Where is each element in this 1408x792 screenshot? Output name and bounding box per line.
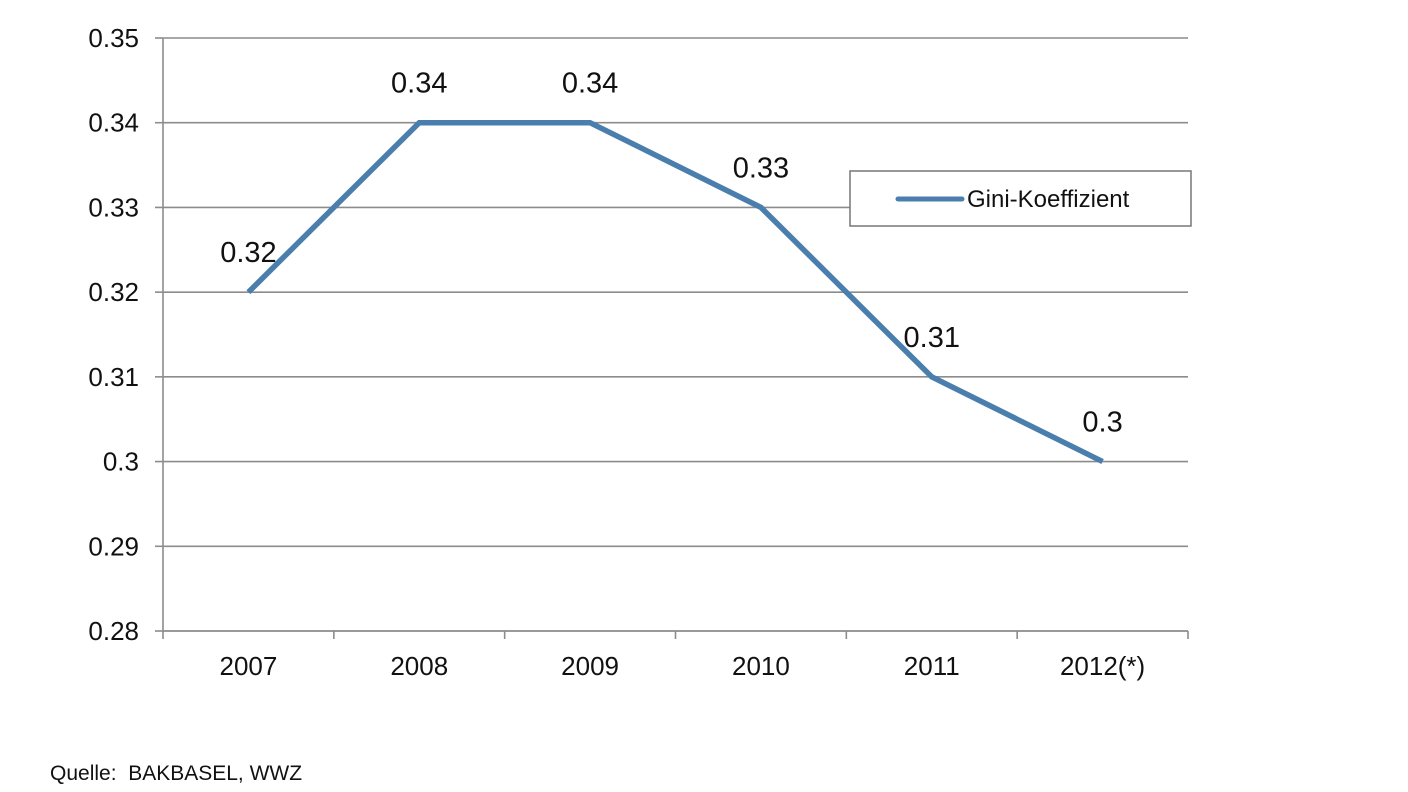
source-note: Quelle: BAKBASEL, WWZ [50,762,303,785]
data-label: 0.31 [904,322,960,354]
y-tick-label: 0.34 [88,108,139,138]
y-tick-label: 0.35 [88,23,139,53]
y-tick-label: 0.32 [88,277,139,307]
y-tick-label: 0.28 [88,616,139,646]
x-tick-label: 2008 [390,651,448,681]
x-tick-label: 2011 [904,651,960,681]
data-label: 0.33 [733,152,789,184]
data-label: 0.34 [391,68,447,100]
x-tick-label: 2012(*) [1060,651,1145,681]
y-tick-label: 0.31 [88,362,139,392]
axes [155,37,1189,639]
y-tick-labels: 0.28 0.29 0.3 0.31 0.32 0.33 0.34 0.35 [88,23,139,646]
series-gini [246,119,1104,465]
data-label: 0.34 [562,68,618,100]
y-tick-label: 0.29 [88,531,139,561]
y-tick-label: 0.33 [88,192,139,222]
y-tick-label: 0.3 [103,447,139,477]
data-label: 0.3 [1082,407,1122,439]
x-tick-label: 2007 [219,651,277,681]
legend-label: Gini-Koeffizient [967,186,1130,213]
data-label: 0.32 [220,237,276,269]
x-tick-labels: 2007 2008 2009 2010 2011 2012(*) [219,651,1145,681]
x-tick-label: 2009 [561,651,619,681]
gridlines [163,37,1188,548]
data-labels: 0.32 0.34 0.34 0.33 0.31 0.3 [220,68,1123,439]
legend: Gini-Koeffizient [849,170,1192,227]
x-tick-label: 2010 [732,651,790,681]
series-line-gini-koeffizient [246,119,1104,465]
